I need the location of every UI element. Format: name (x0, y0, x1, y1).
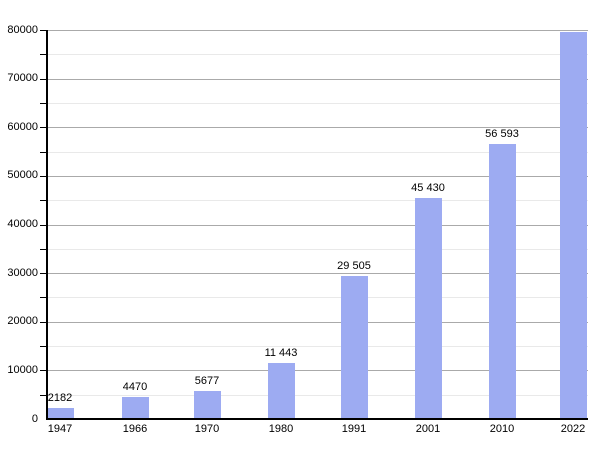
gridline-major (48, 127, 588, 129)
bar (488, 143, 516, 419)
bar (559, 32, 587, 419)
y-axis-tick (40, 78, 46, 80)
x-axis-category-label: 2001 (415, 423, 441, 435)
gridline-major (48, 321, 588, 323)
gridline-major (48, 175, 588, 177)
y-axis-tick (40, 321, 46, 323)
bar (340, 275, 368, 419)
y-axis-tick (40, 224, 46, 226)
gridline-minor (48, 394, 588, 396)
y-axis-tick (40, 102, 46, 104)
bar (193, 391, 221, 419)
y-axis-tick (40, 127, 46, 129)
bar-value-label: 5677 (194, 375, 220, 388)
y-axis-tick (40, 248, 46, 250)
gridline-major (48, 30, 588, 31)
y-axis-tick (40, 54, 46, 56)
y-axis-tick-label: 50000 (7, 169, 38, 182)
y-axis-tick (40, 346, 46, 348)
bar-value-label: 11 443 (264, 347, 298, 360)
y-axis-tick-label: 60000 (7, 120, 38, 133)
bar-value-label: 4470 (122, 381, 148, 394)
x-axis-category-label: 1980 (268, 423, 294, 435)
y-axis-tick (40, 273, 46, 275)
gridline-minor (48, 248, 588, 250)
bar (267, 363, 295, 419)
y-axis-tick-label: 10000 (7, 363, 38, 376)
bar-value-label: 45 430 (411, 182, 445, 195)
x-axis-category-label: 1966 (122, 423, 148, 435)
bar-value-label: 2182 (47, 392, 73, 405)
gridline-minor (48, 297, 588, 299)
gridline-minor (48, 102, 588, 104)
y-axis-tick-label: 30000 (7, 266, 38, 279)
y-axis-tick (40, 175, 46, 177)
gridline-minor (48, 151, 588, 153)
y-axis-tick (40, 370, 46, 372)
gridline-minor (48, 346, 588, 348)
bar (46, 408, 74, 419)
gridline-major (48, 273, 588, 275)
gridline-minor (48, 200, 588, 202)
y-axis-tick (40, 200, 46, 202)
y-axis-tick-label: 20000 (7, 315, 38, 328)
x-axis-category-label: 1991 (341, 423, 367, 435)
x-axis-category-label: 2010 (489, 423, 515, 435)
x-axis-category-label: 2022 (560, 423, 586, 435)
y-axis-tick-label: 80000 (7, 23, 38, 36)
y-axis-tick (40, 394, 46, 396)
x-axis-category-label: 1947 (47, 423, 73, 435)
bar-value-label: 29 505 (337, 259, 371, 272)
x-axis-line (46, 418, 588, 420)
y-axis-tick-label: 40000 (7, 218, 38, 230)
gridline-major (48, 370, 588, 372)
y-axis-tick (40, 30, 46, 31)
gridline-major (48, 224, 588, 226)
gridline-minor (48, 54, 588, 56)
y-axis-line (46, 30, 48, 420)
y-axis-tick-label: 70000 (7, 72, 38, 85)
gridline-major (48, 78, 588, 80)
x-axis-category-label: 1970 (194, 423, 220, 435)
bar (414, 198, 442, 419)
y-axis-tick (40, 297, 46, 299)
bar-value-label: 56 593 (485, 127, 519, 140)
y-axis-tick (40, 151, 46, 153)
bar (121, 397, 149, 419)
y-axis-tick-label: 0 (31, 412, 38, 425)
